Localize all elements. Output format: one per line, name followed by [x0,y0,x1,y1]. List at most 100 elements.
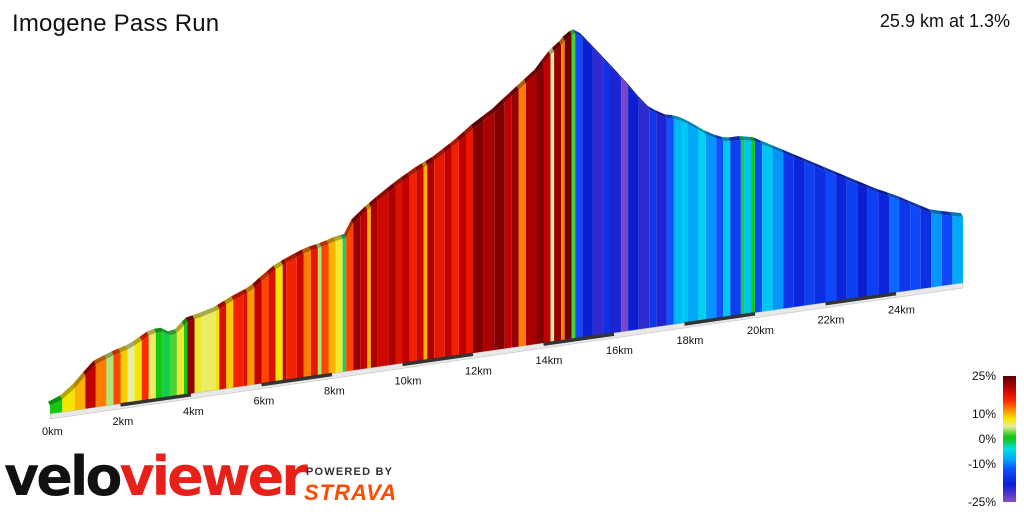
gradient-bar-top-75 [601,55,611,67]
gradient-bar-94 [755,141,763,313]
gradient-bar-top-96 [770,144,784,153]
gradient-bar-81 [656,113,667,327]
gradient-bar-23 [233,294,244,388]
legend-tick-label: -10% [968,457,996,471]
gradient-bar-18 [194,316,202,394]
gradient-bar-88 [716,138,724,319]
gradient-bar-top-77 [619,74,629,86]
gradient-bar-16 [184,321,188,395]
gradient-bar-top-17 [185,315,195,322]
legend-tick-label: 10% [972,407,996,421]
gradient-bar-78 [628,85,639,332]
gradient-bar-79 [638,98,650,330]
gradient-bar-top-36 [319,240,329,247]
gradient-bar-29 [275,265,283,382]
gradient-bar-top-102 [834,171,847,180]
gradient-bar-top-28 [266,265,276,276]
gradient-bar-top-35 [315,243,322,249]
gradient-bar-15 [176,325,184,396]
gradient-bar-top-16 [182,317,188,326]
gradient-bar-top-49 [407,167,417,177]
gradient-bar-top-24 [241,288,248,295]
gradient-bar-top-93 [749,136,755,142]
x-tick-label: 18km [677,335,704,347]
gradient-bar-70 [564,34,572,341]
gradient-bar-top-48 [400,172,410,182]
gradient-bar-39 [342,237,347,372]
gradient-bar-top-19 [199,307,216,317]
gradient-bar-60 [494,102,505,351]
gradient-bar-54 [444,147,452,358]
gradient-bar-top-13 [160,327,170,336]
gradient-bar-71 [571,33,576,340]
gradient-bar-top-34 [308,244,318,251]
gradient-bar-48 [402,176,410,364]
x-tick-label: 24km [888,305,915,317]
gradient-bar-top-108 [897,196,911,205]
gradient-bar-top-107 [887,192,900,200]
gradient-bar-top-83 [671,115,681,121]
gradient-bar-top-40 [344,219,354,238]
gradient-bar-top-45 [375,188,389,202]
gradient-bar-102 [836,175,847,302]
gradient-bar-top-66 [541,51,551,65]
gradient-bar-52 [427,160,435,360]
gradient-bar-top-42 [358,206,368,217]
gradient-bar-top-98 [791,153,805,162]
gradient-bar-top-22 [224,296,234,305]
veloviewer-logo: veloviewer [4,445,308,508]
gradient-bar-10 [141,335,149,401]
gradient-bar-22 [226,300,234,389]
gradient-bar-top-1 [60,384,75,400]
gradient-bar-53 [434,152,445,359]
gradient-bar-3 [85,364,96,409]
gradient-bar-top-67 [548,47,555,56]
gradient-bar-38 [335,238,343,373]
gradient-bar-9 [134,340,142,402]
gradient-bar-top-73 [580,33,593,49]
gradient-bar-98 [793,157,805,308]
gradient-bar-top-15 [174,321,184,334]
gradient-bar-top-32 [294,249,304,258]
gradient-bar-62 [511,89,519,348]
gradient-bar-26 [254,281,262,385]
gradient-bar-46 [388,186,396,366]
gradient-bar-6 [113,352,121,405]
gradient-bar-top-84 [679,116,688,124]
gradient-bar-top-94 [753,137,763,145]
gradient-bar-top-104 [855,180,868,189]
gradient-bar-top-29 [273,261,283,270]
x-tick-label: 0km [42,426,63,438]
axis-band-14 [543,332,615,346]
gradient-bar-top-44 [368,197,378,208]
gradient-bar-top-109 [908,200,921,209]
gradient-bar-95 [762,144,773,312]
gradient-bar-113 [952,216,963,285]
x-tick-label: 12km [465,365,492,377]
gradient-bar-31 [286,257,297,381]
gradient-bar-101 [825,170,837,303]
gradient-bar-2 [74,375,86,411]
gradient-bar-top-112 [939,210,953,216]
gradient-bar-110 [920,208,932,290]
gradient-bar-25 [247,287,255,386]
gradient-bar-92 [744,140,752,315]
gradient-bar-89 [723,140,731,318]
gradient-bar-top-72 [573,29,583,38]
gradient-bar-72 [575,33,583,339]
gradient-bar-109 [910,204,921,291]
gradient-bar-103 [846,179,858,300]
gradient-bar-top-6 [111,348,121,356]
gradient-bar-top-90 [728,136,741,142]
gradient-bar-66 [543,55,551,344]
gradient-bar-top-106 [876,188,889,197]
axis-band-22 [825,291,897,306]
gradient-bar-4 [95,359,107,408]
gradient-bar-5 [106,355,114,406]
distance-axis: 0km 2km 4km 6km 8km 10km 12km 14km 16km 18km 20km 2… [42,291,915,438]
gradient-bar-99 [804,161,815,306]
gradient-bar-51 [423,165,428,361]
gradient-bar-35 [317,247,322,376]
gradient-bar-0 [50,399,63,414]
